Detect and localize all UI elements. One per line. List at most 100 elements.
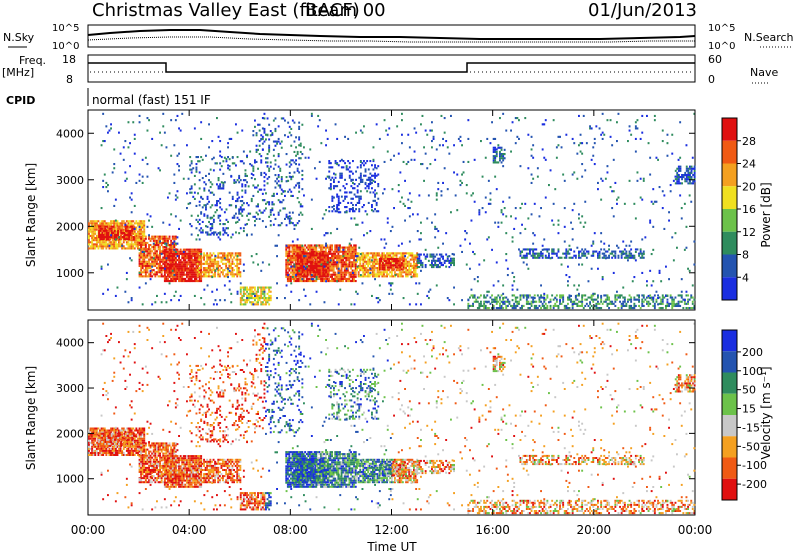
echo-cell [152,264,155,267]
echo-cell [138,228,141,231]
echo-cell [345,165,348,168]
echo-cell [129,257,131,260]
echo-cell [173,252,176,255]
cpid-label: CPID [6,94,35,107]
echo-cell [260,171,263,174]
echo-cell [325,129,327,132]
echo-cell [319,271,321,274]
echo-cell [328,162,331,165]
echo-cell [494,300,497,303]
echo-cell [104,236,107,239]
echo-cell [297,246,300,249]
echo-cell [363,160,365,163]
echo-cell [102,227,105,230]
echo-cell [222,181,225,184]
echo-cell [203,273,205,276]
echo-cell [159,248,161,251]
echo-cell [342,275,345,278]
echo-cell [604,250,607,253]
echo-cell [92,232,95,235]
noise-tick-left-top: 10^5 [52,23,79,34]
echo-cell [170,257,173,260]
echo-cell [597,302,599,305]
echo-cell [140,220,143,223]
echo-cell [167,277,169,280]
echo-cell [344,197,346,200]
echo-cell [370,252,373,255]
echo-cell [557,256,560,259]
echo-cell [113,163,116,166]
echo-cell [239,160,242,163]
echo-cell [381,256,384,259]
echo-cell [263,299,266,302]
echo-cell [285,267,288,270]
echo-cell [288,222,291,225]
echo-cell [354,246,357,249]
echo-cell [371,204,373,207]
echo-cell [204,275,207,278]
echo-cell [257,167,259,170]
echo-cell [311,254,314,257]
station-title: Christmas Valley East (fitACF) [92,0,360,21]
echo-cell [329,244,332,247]
echo-cell [209,264,212,267]
echo-cell [540,254,542,257]
echo-cell [222,229,225,232]
echo-cell [220,260,223,263]
echo-cell [100,220,103,223]
echo-cell [107,222,109,225]
echo-cell [364,187,367,190]
echo-cell [343,273,346,276]
noise-panel: N.Sky 10^5 10^0 10^5 10^0 N.Search [3,23,794,52]
echo-cell [238,208,241,211]
echo-cell [438,261,441,264]
echo-cell [326,244,329,247]
echo-cell [276,297,278,300]
echo-cell [578,300,580,303]
echo-cell [339,257,341,260]
echo-cell [406,275,409,278]
echo-cell [151,225,154,228]
echo-cell [521,294,523,297]
echo-cell [141,252,144,255]
echo-cell [239,260,242,263]
echo-cell [233,162,236,165]
echo-cell [159,237,161,240]
echo-cell [290,263,292,266]
echo-cell [138,232,141,235]
echo-cell [157,237,160,240]
echo-cell [334,273,337,276]
echo-cell [333,180,335,183]
echo-cell [156,258,158,261]
echo-cell [141,158,144,161]
echo-cell [353,269,356,272]
echo-cell [525,252,528,255]
echo-cell [617,296,620,299]
echo-cell [269,213,272,216]
echo-cell [127,247,130,250]
echo-cell [435,264,438,267]
echo-cell [239,297,242,300]
echo-cell [543,307,546,310]
echo-cell [413,254,415,257]
echo-cell [375,174,378,177]
echo-cell [241,195,244,198]
echo-cell [674,182,677,185]
echo-cell [132,245,135,248]
echo-cell [346,280,349,283]
echo-cell [254,159,256,162]
echo-cell [340,176,343,179]
echo-cell [219,202,222,205]
echo-cell [390,256,393,259]
echo-cell [598,256,601,259]
echo-cell [408,262,411,265]
echo-cell [143,250,146,253]
echo-cell [195,263,198,266]
echo-cell [138,273,141,276]
echo-cell [495,153,498,156]
echo-cell [113,236,116,239]
echo-cell [244,223,247,226]
echo-cell [557,307,560,310]
echo-cell [681,182,683,185]
echo-cell [434,255,437,258]
